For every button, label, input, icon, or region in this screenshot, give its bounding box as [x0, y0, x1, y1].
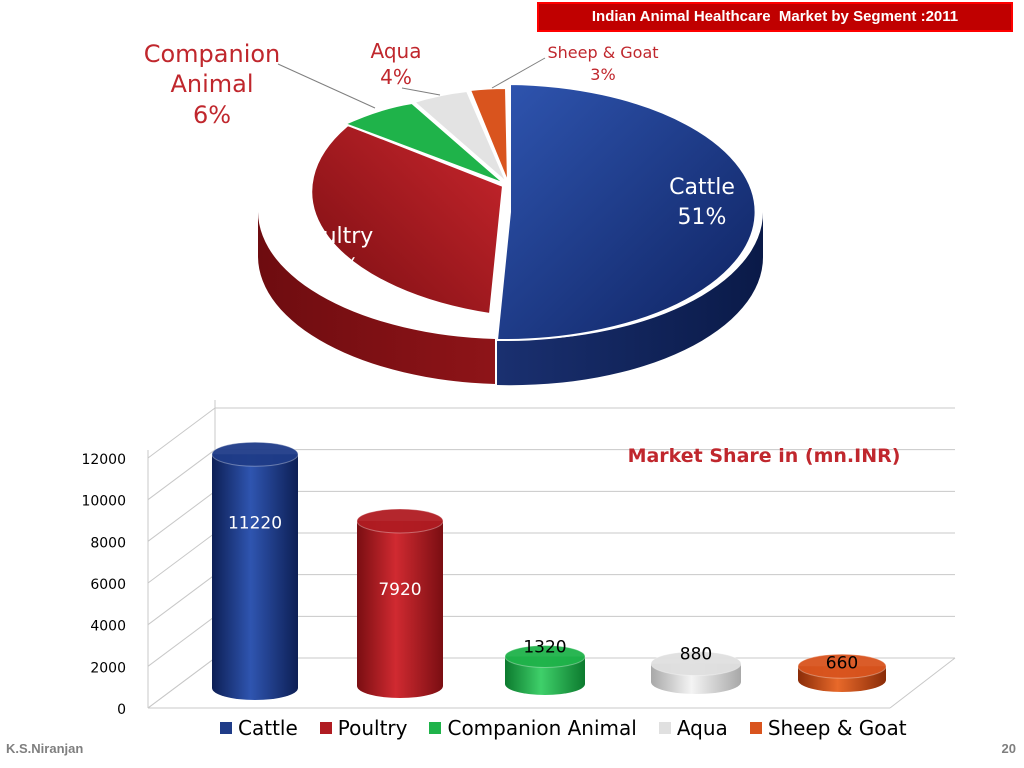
bar-top: [650, 651, 742, 677]
grid-diagonal: [147, 615, 216, 667]
legend-swatch: [749, 722, 762, 734]
label-companion-name2: Animal: [170, 70, 253, 98]
pie-side-cattle: [497, 212, 764, 386]
legend-label: Aqua: [676, 716, 728, 740]
pie-side-poultry: [258, 212, 495, 384]
grid-diagonal: [147, 532, 216, 584]
y-tick-label: 6000: [90, 577, 126, 593]
page-number: 20: [1001, 741, 1016, 756]
bar-legend: Cattle Poultry Companion Animal Aqua Sheep &…: [220, 714, 907, 742]
leader-line-aqua: [401, 87, 441, 96]
pie-slice-cattle: [495, 82, 757, 342]
bar-aqua: [650, 651, 742, 694]
bar-top: [504, 645, 586, 668]
legend-swatch: [319, 722, 332, 734]
y-axis-tick-labels: 0 2000 4000 6000 8000 10000 12000: [81, 452, 126, 718]
legend-item: Poultry: [319, 716, 408, 740]
bar-marks: 11220 7920 1320 880 660: [211, 441, 887, 700]
legend-label: Poultry: [337, 716, 408, 740]
legend-swatch: [220, 722, 232, 734]
bar-body: [357, 521, 443, 698]
legend-item: Aqua: [658, 716, 728, 740]
grid-diagonal: [147, 490, 216, 542]
y-tick-label: 12000: [81, 452, 126, 468]
y-tick-label: 2000: [90, 660, 126, 676]
grid-diagonal: [147, 574, 216, 626]
label-aqua-name: Aqua: [371, 39, 422, 63]
legend-label: Sheep & Goat: [767, 716, 907, 740]
grid-diagonal: [147, 407, 216, 459]
legend-label: Cattle: [238, 716, 298, 740]
bar-top: [797, 653, 887, 679]
bar-data-label: 660: [826, 653, 858, 673]
legend-label: Companion Animal: [447, 716, 637, 740]
grid-diagonal: [147, 657, 216, 709]
pie-slice-poultry: [310, 123, 505, 316]
legend-swatch: [429, 722, 442, 734]
label-cattle-pct: 51%: [678, 205, 727, 230]
y-tick-label: 8000: [90, 535, 126, 551]
legend-item: Sheep & Goat: [749, 716, 907, 740]
leader-line-companion: [277, 63, 376, 109]
pie-chart-title: Indian Animal Healthcare Market by Segme…: [591, 8, 959, 25]
pie-chart: Companion Animal 6% Aqua 4% Sheep & Goat…: [144, 39, 764, 386]
bar-poultry: [356, 508, 444, 698]
pie-slice-companion: [342, 101, 506, 185]
bar-companion-animal: [504, 645, 586, 695]
label-cattle-name: Cattle: [669, 175, 735, 200]
grid-diagonal: [147, 449, 216, 501]
legend-item: Companion Animal: [429, 716, 637, 740]
y-tick-label: 4000: [90, 619, 126, 635]
bar-body: [505, 656, 585, 695]
legend-swatch: [658, 722, 671, 734]
bar-top: [356, 508, 444, 534]
legend-item: Cattle: [220, 716, 298, 740]
leader-line-sheep: [491, 57, 546, 89]
bar-chart-title: Market Share in (mn.INR): [628, 445, 901, 467]
y-tick-label: 10000: [81, 494, 126, 510]
chart-title-box: Indian Animal Healthcare Market by Segme…: [537, 2, 1013, 32]
pie-slice-aqua: [411, 89, 508, 184]
bar-data-label: 1320: [523, 638, 566, 658]
bar-top: [211, 441, 299, 467]
bar-data-label: 11220: [228, 513, 282, 533]
bar-body: [212, 454, 298, 700]
bar-data-label: 7920: [378, 580, 421, 600]
pie-slice-sheep-goat: [468, 86, 509, 184]
bar-sheep-goat: [797, 653, 887, 692]
bar-cattle: [211, 441, 299, 700]
label-poultry-pct: 36%: [311, 255, 360, 280]
label-aqua-pct: 4%: [380, 65, 412, 89]
floor-right-edge: [889, 657, 956, 709]
author-label: K.S.Niranjan: [6, 741, 84, 756]
label-companion-name1: Companion: [144, 40, 281, 68]
bar-data-label: 880: [680, 645, 712, 665]
y-tick-label: 0: [117, 702, 126, 718]
label-sheep-name: Sheep & Goat: [547, 43, 658, 62]
label-sheep-pct: 3%: [590, 65, 615, 84]
label-companion-pct: 6%: [193, 101, 231, 129]
label-poultry-name: Poultry: [297, 224, 374, 249]
